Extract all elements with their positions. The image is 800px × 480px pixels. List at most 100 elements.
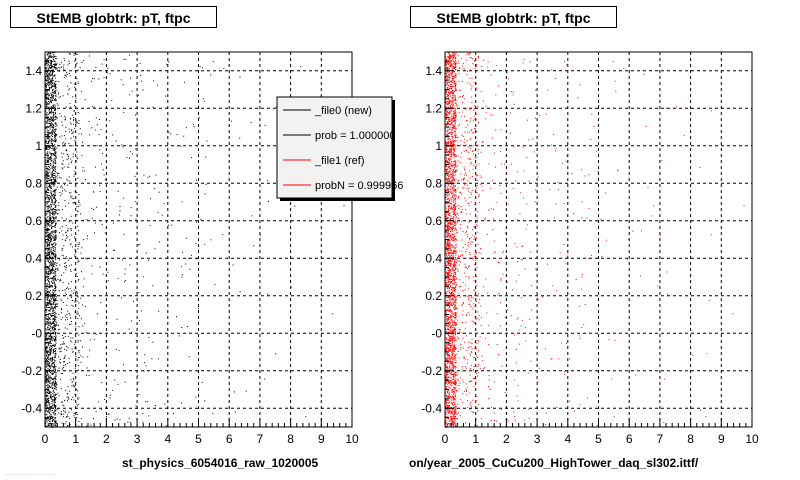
data-point — [445, 365, 447, 367]
data-point — [66, 349, 68, 351]
data-point — [110, 394, 112, 396]
data-point — [181, 327, 183, 328]
data-point — [45, 204, 47, 206]
data-point — [54, 64, 56, 66]
data-point — [50, 241, 51, 243]
data-point — [51, 291, 53, 293]
data-point — [212, 413, 214, 415]
data-point — [48, 291, 50, 292]
data-point — [84, 170, 86, 172]
data-point — [75, 120, 77, 122]
data-point — [455, 69, 456, 71]
data-point — [53, 378, 55, 379]
data-point — [51, 294, 53, 296]
data-point — [46, 203, 48, 204]
data-point — [49, 73, 51, 75]
data-point — [78, 205, 80, 207]
data-point — [50, 190, 52, 192]
data-point — [472, 412, 474, 413]
data-point — [449, 262, 450, 264]
data-point — [494, 251, 496, 253]
data-point — [452, 316, 454, 318]
data-point — [51, 81, 52, 83]
data-point — [493, 369, 495, 371]
data-point — [92, 78, 94, 79]
data-point — [51, 176, 53, 177]
data-point — [50, 165, 52, 167]
data-point — [50, 337, 52, 339]
data-point — [122, 84, 124, 86]
data-point — [51, 142, 53, 144]
data-point — [53, 262, 55, 264]
data-point — [454, 59, 456, 61]
data-point — [50, 66, 52, 68]
data-point — [51, 125, 53, 127]
data-point — [480, 151, 482, 153]
data-point — [77, 359, 79, 361]
data-point — [63, 77, 65, 79]
data-point — [451, 355, 453, 357]
data-point — [446, 58, 448, 60]
data-point — [446, 374, 448, 375]
data-point — [62, 416, 64, 418]
data-point — [54, 297, 56, 299]
data-point — [453, 206, 455, 208]
data-point — [46, 334, 48, 336]
data-point — [476, 231, 478, 233]
data-point — [51, 136, 53, 137]
data-point — [52, 120, 54, 122]
data-point — [59, 232, 60, 234]
data-point — [70, 197, 72, 199]
data-point — [57, 173, 59, 175]
data-point — [53, 95, 54, 96]
data-point — [48, 179, 50, 181]
data-point — [206, 140, 208, 142]
data-point — [45, 307, 47, 309]
data-point — [68, 167, 70, 169]
data-point — [69, 362, 71, 363]
data-point — [484, 219, 486, 221]
data-point — [448, 226, 450, 228]
data-point — [450, 208, 452, 210]
data-point — [460, 296, 462, 298]
data-point — [51, 140, 53, 142]
data-point — [68, 60, 70, 62]
data-point — [84, 305, 86, 307]
data-point — [50, 93, 52, 95]
data-point — [91, 127, 93, 129]
data-point — [45, 157, 47, 159]
data-point — [107, 67, 109, 69]
data-point — [445, 185, 447, 187]
data-point — [50, 360, 52, 362]
data-point — [535, 89, 537, 91]
data-point — [48, 178, 50, 180]
data-point — [463, 341, 465, 343]
data-point — [50, 260, 52, 262]
data-point — [454, 403, 456, 405]
data-point — [67, 236, 69, 238]
data-point — [91, 207, 93, 209]
data-point — [53, 385, 55, 387]
data-point — [69, 424, 71, 425]
data-point — [54, 119, 56, 120]
data-point — [50, 154, 52, 156]
data-point — [49, 317, 51, 319]
data-point — [628, 238, 629, 240]
x-tick-label: 9 — [318, 432, 325, 446]
data-point — [46, 161, 48, 163]
data-point — [49, 313, 51, 315]
data-point — [52, 166, 54, 168]
data-point — [48, 401, 49, 403]
data-point — [451, 146, 452, 148]
data-point — [469, 77, 471, 79]
data-point — [445, 416, 447, 418]
data-point — [465, 389, 467, 390]
data-point — [447, 133, 449, 134]
data-point — [50, 205, 52, 207]
data-point — [49, 97, 51, 99]
data-point — [53, 226, 55, 227]
data-point — [465, 144, 467, 146]
data-point — [49, 240, 51, 242]
data-point — [51, 148, 53, 149]
data-point — [50, 234, 52, 236]
